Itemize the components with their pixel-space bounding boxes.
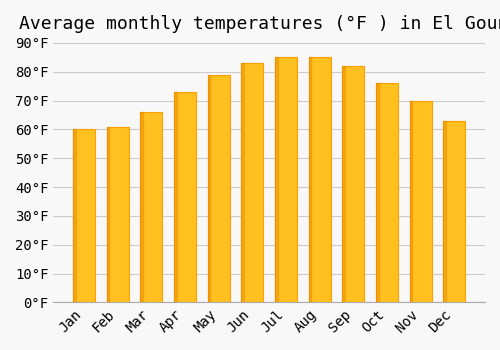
Bar: [410, 100, 412, 302]
Bar: [208, 75, 230, 302]
Bar: [309, 57, 312, 302]
Bar: [106, 127, 128, 302]
Bar: [208, 75, 210, 302]
Bar: [140, 112, 162, 302]
Bar: [275, 57, 278, 302]
Bar: [275, 57, 297, 302]
Bar: [242, 63, 244, 302]
Bar: [444, 121, 446, 302]
Bar: [376, 83, 398, 302]
Bar: [309, 57, 330, 302]
Bar: [242, 63, 264, 302]
Bar: [174, 92, 176, 302]
Title: Average monthly temperatures (°F ) in El Gouna: Average monthly temperatures (°F ) in El…: [19, 15, 500, 33]
Bar: [342, 66, 345, 302]
Bar: [140, 112, 143, 302]
Bar: [174, 92, 196, 302]
Bar: [444, 121, 466, 302]
Bar: [73, 130, 95, 302]
Bar: [73, 130, 76, 302]
Bar: [342, 66, 364, 302]
Bar: [106, 127, 110, 302]
Bar: [376, 83, 378, 302]
Bar: [410, 100, 432, 302]
